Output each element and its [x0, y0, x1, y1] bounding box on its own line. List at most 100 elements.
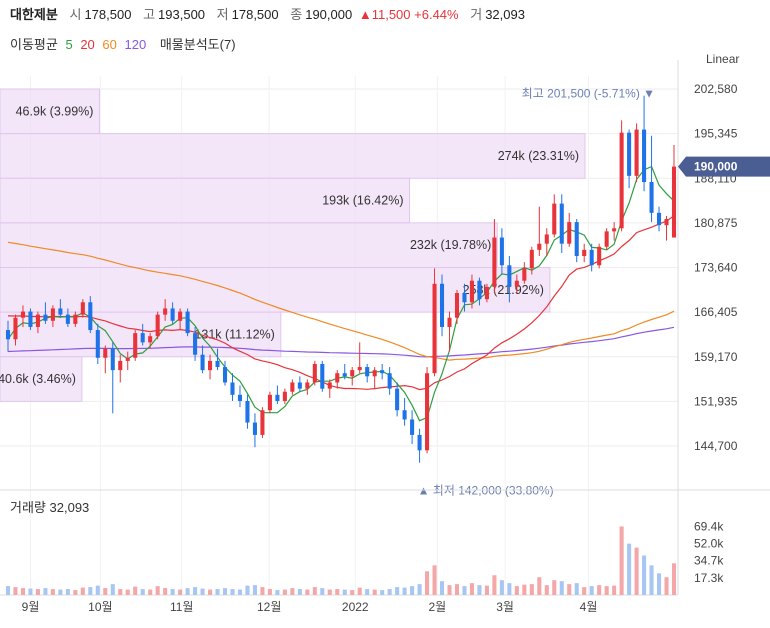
- volume-bar: [425, 571, 430, 595]
- x-tick-label: 3월: [496, 600, 514, 614]
- candle-body: [477, 280, 482, 300]
- volume-bar: [634, 547, 639, 595]
- volume-profile-bar: [0, 177, 410, 224]
- volume-bar: [671, 563, 677, 595]
- candle-body: [492, 237, 497, 287]
- candle-body: [28, 311, 33, 327]
- ma-20-label[interactable]: 20: [80, 37, 95, 52]
- candle-body: [58, 308, 63, 315]
- scale-mode-toggle[interactable]: Linear: [706, 52, 740, 66]
- candle-body: [507, 265, 512, 287]
- candle-body: [357, 367, 362, 371]
- ma-5-label[interactable]: 5: [65, 37, 73, 52]
- candle-body: [230, 382, 235, 395]
- volume-bar: [387, 589, 392, 595]
- ma-120-label[interactable]: 120: [124, 37, 147, 52]
- candle-body: [402, 410, 407, 420]
- y-tick-label: 166,405: [694, 305, 738, 319]
- low-annotation: ▲ 최저 142,000 (33.80%): [418, 484, 554, 498]
- candle-body: [499, 237, 504, 266]
- candle-body: [627, 132, 632, 176]
- candle-body: [372, 370, 377, 377]
- candle-body: [544, 234, 549, 244]
- volume-bar: [275, 590, 280, 595]
- volume-bar: [320, 588, 325, 595]
- candle-body: [65, 314, 70, 324]
- volume-profile-label: 40.6k (3.46%): [0, 372, 76, 386]
- candle-body: [5, 330, 11, 340]
- candle-body: [642, 129, 647, 183]
- y-tick-label: 195,345: [694, 127, 738, 141]
- volume-bar: [597, 585, 602, 595]
- open-label: 시: [69, 7, 82, 22]
- candle-body: [574, 222, 579, 257]
- volume-bar: [35, 589, 40, 595]
- volume-bar: [649, 565, 654, 595]
- candle-body: [612, 228, 617, 232]
- volume-bar: [28, 588, 33, 595]
- change-value: 11,500: [371, 7, 411, 22]
- candle-body: [35, 314, 40, 327]
- volume-bar: [110, 584, 115, 595]
- candle-body: [73, 314, 78, 324]
- candle-body: [155, 314, 160, 337]
- volume-bar: [193, 587, 198, 595]
- candle-body: [335, 373, 340, 383]
- ma-60-label[interactable]: 60: [102, 37, 117, 52]
- candle-body: [410, 419, 415, 435]
- candle-body: [454, 293, 460, 318]
- volume-bar: [312, 587, 317, 595]
- volume-profile-label[interactable]: 매물분석도(7): [159, 37, 236, 52]
- candle-body: [514, 280, 519, 287]
- volume-bar: [612, 585, 617, 595]
- volume-bar: [589, 586, 594, 595]
- volume-panel-value: 32,093: [49, 500, 90, 515]
- volume-profile-bar: [0, 88, 100, 135]
- ma-label[interactable]: 이동평균: [10, 37, 58, 52]
- y-tick-label: 180,875: [694, 216, 738, 230]
- candle-body: [582, 249, 587, 257]
- x-tick-label: 9월: [22, 600, 40, 614]
- candle-body: [342, 373, 347, 377]
- volume-bar: [163, 588, 168, 595]
- volume-bar: [664, 577, 669, 595]
- volume-bar: [5, 586, 11, 595]
- volume-bar: [522, 584, 527, 595]
- volume-bar: [499, 580, 504, 595]
- candle-body: [200, 354, 205, 371]
- volume-bar: [342, 589, 347, 595]
- volume-bar: [514, 586, 519, 595]
- volume-bar: [574, 583, 579, 595]
- candle-body: [365, 367, 370, 377]
- volume-profile-bar: [0, 356, 83, 402]
- volume-tick-label: 52.0k: [694, 537, 724, 551]
- candle-body: [327, 382, 332, 389]
- volume-profile-bar: [0, 222, 498, 268]
- candle-body: [80, 302, 85, 315]
- volume-bar: [133, 586, 138, 595]
- volume-bar: [454, 584, 460, 595]
- volume-bar: [432, 565, 437, 595]
- volume-bar: [492, 575, 497, 595]
- x-tick-label: 12월: [257, 600, 281, 614]
- candle-body: [163, 308, 168, 315]
- candle-body: [290, 382, 295, 392]
- candle-body: [350, 370, 355, 377]
- volume-bar: [297, 589, 302, 595]
- change-percent: +6.44%: [414, 7, 459, 22]
- x-tick-label: 4월: [580, 600, 598, 614]
- volume-bar: [567, 584, 572, 595]
- candle-body: [185, 311, 190, 334]
- volume-bar: [13, 587, 18, 595]
- volume-bar: [155, 586, 160, 595]
- candle-body: [95, 330, 100, 358]
- candle-body: [395, 388, 400, 411]
- volume-profile-label: 131k (11.12%): [194, 327, 274, 341]
- y-tick-label: 151,935: [694, 394, 738, 408]
- volume-bar: [537, 577, 542, 595]
- volume-bar: [230, 589, 235, 595]
- volume-bar: [357, 587, 362, 595]
- volume-bar: [222, 588, 228, 595]
- low-value: 178,500: [231, 7, 279, 22]
